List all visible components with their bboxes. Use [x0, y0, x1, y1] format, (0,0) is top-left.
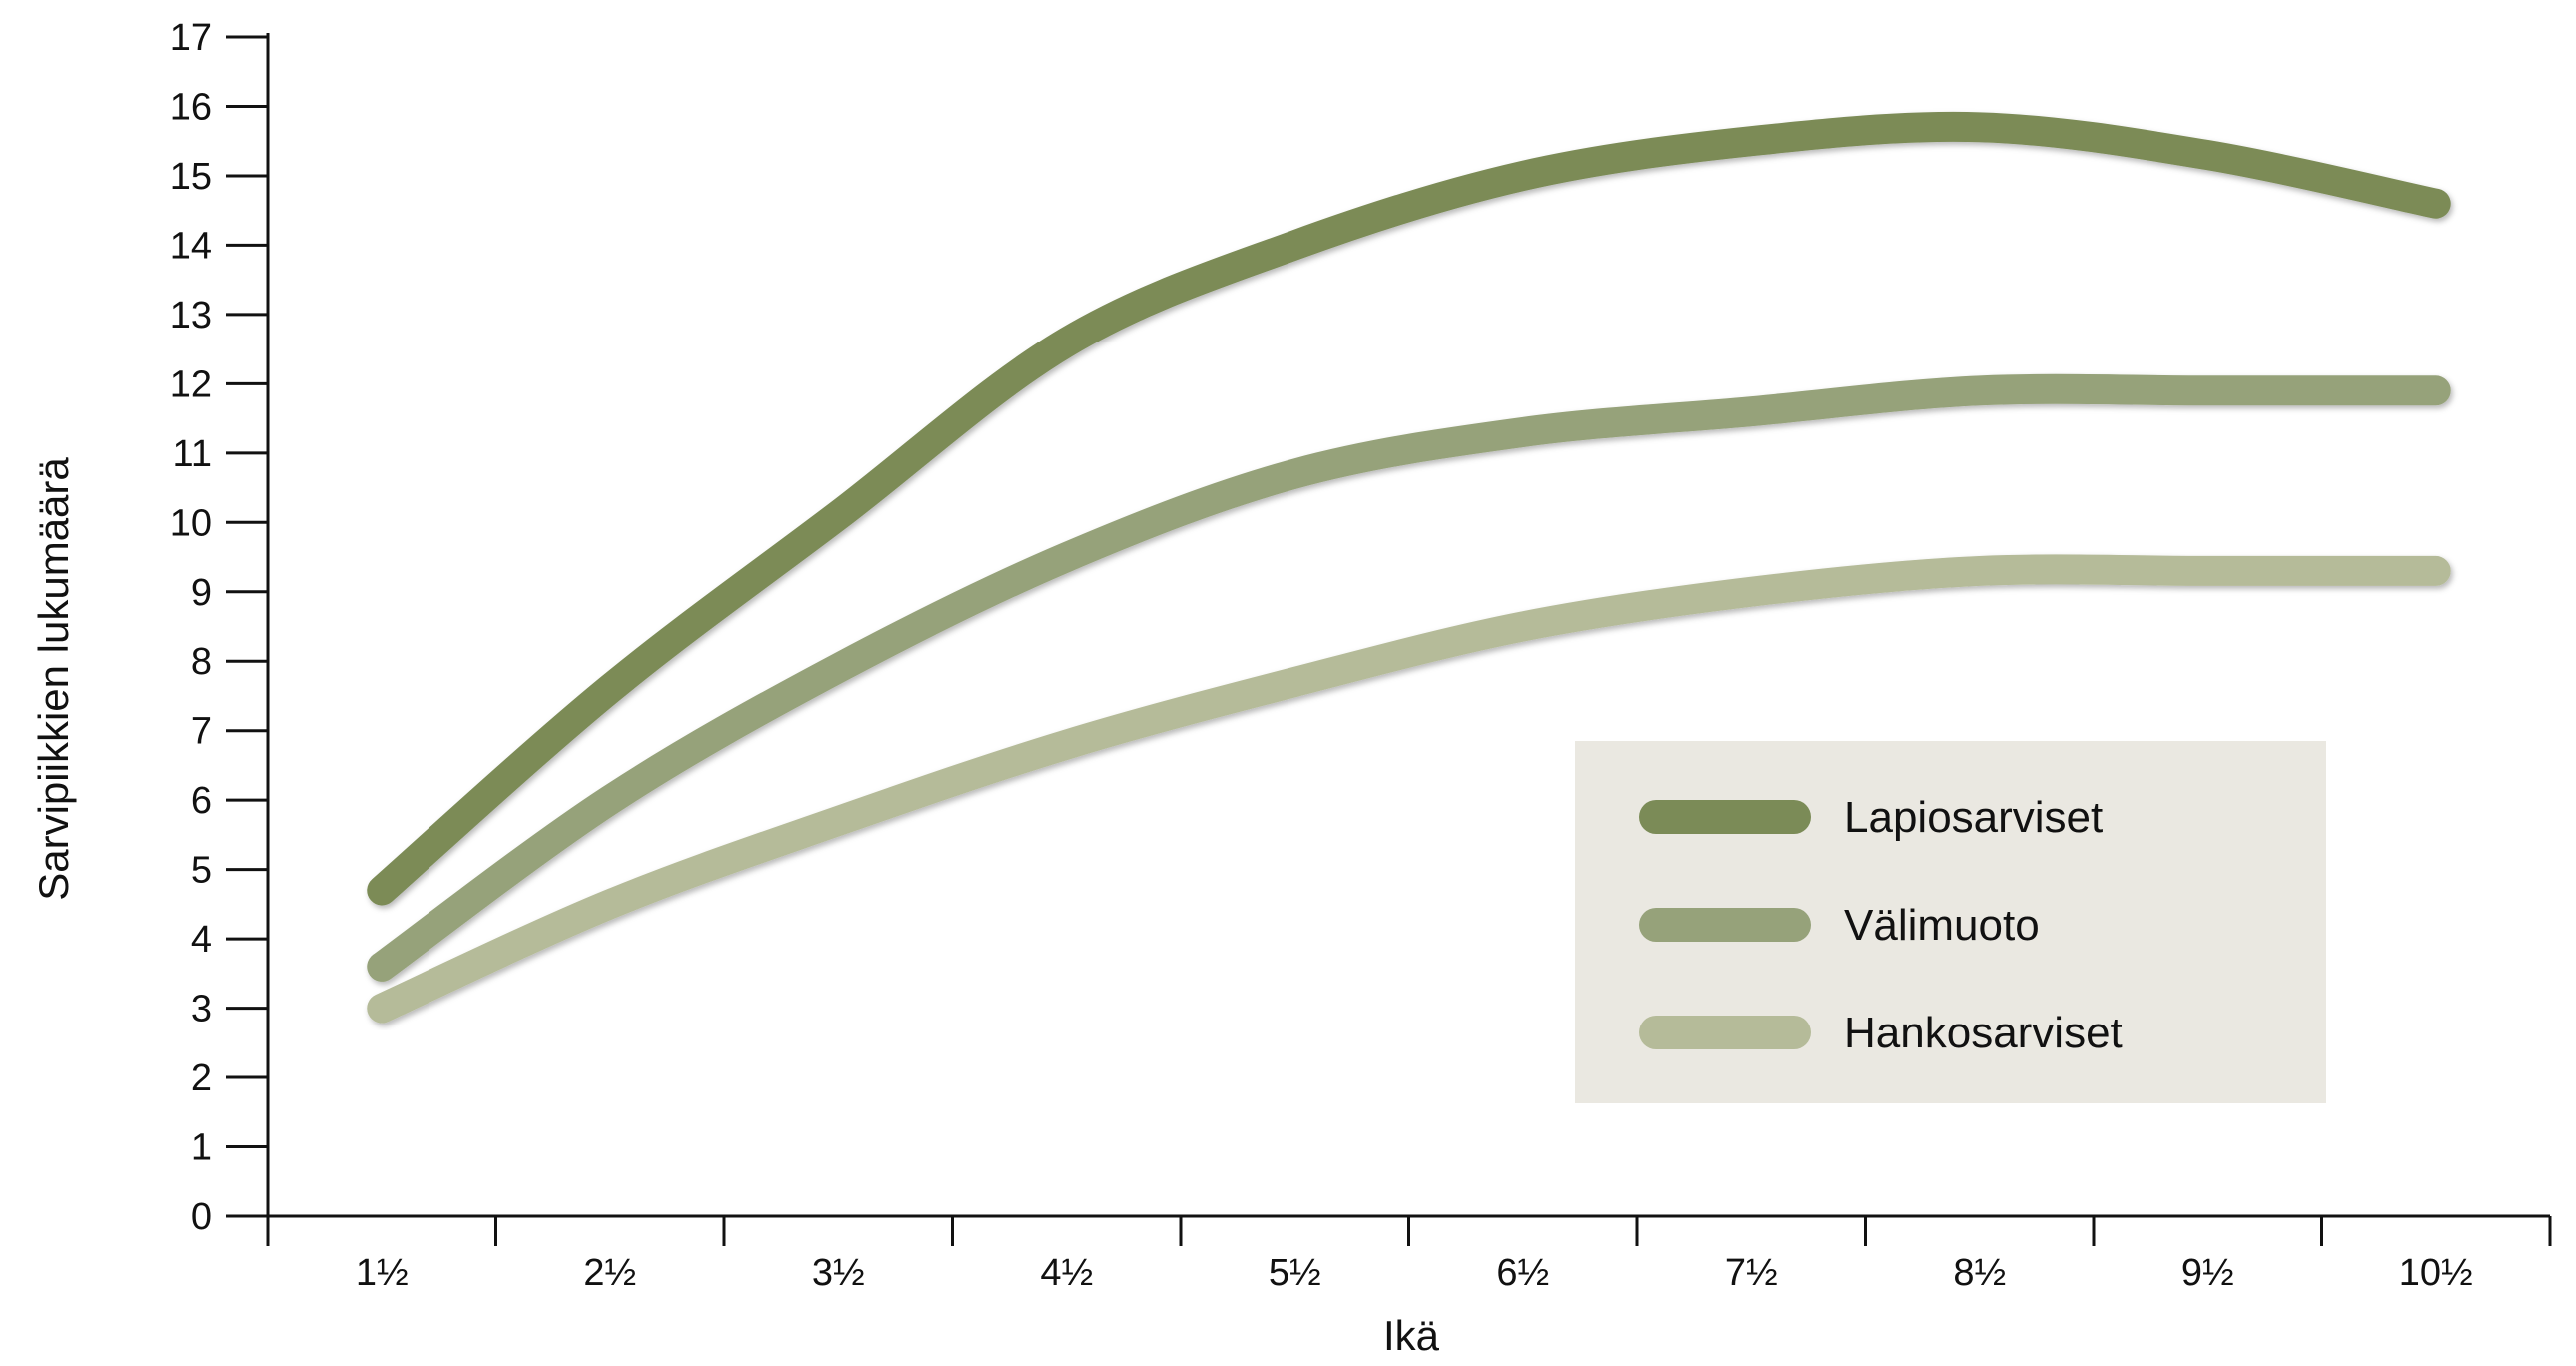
legend-item: Välimuoto	[1639, 901, 2040, 950]
legend-label: Lapiosarviset	[1844, 793, 2103, 842]
series-line	[367, 554, 2451, 1024]
x-tick-label: 8½	[1953, 1252, 2006, 1294]
x-tick-label: 10½	[2399, 1252, 2473, 1294]
x-tick-label: 6½	[1496, 1252, 1549, 1294]
series-point	[1979, 389, 1981, 391]
series-point	[1522, 431, 1524, 433]
series-point	[2206, 389, 2208, 391]
x-axis-title: Ikä	[1383, 1312, 1440, 1359]
legend-item: Lapiosarviset	[1639, 793, 2103, 842]
series-point	[609, 903, 611, 905]
legend-label: Välimuoto	[1844, 901, 2040, 950]
legend: Lapiosarviset Välimuoto Hankosarviset	[1575, 741, 2326, 1103]
x-tick-label: 2½	[583, 1252, 636, 1294]
y-tick-label: 4	[191, 919, 212, 961]
legend-label: Hankosarviset	[1844, 1009, 2123, 1057]
x-tick-label: 4½	[1040, 1252, 1093, 1294]
series-point	[837, 820, 839, 822]
x-tick-label: 9½	[2181, 1252, 2234, 1294]
series-line	[367, 111, 2451, 906]
series-point	[2435, 389, 2437, 391]
series-point	[1066, 556, 1068, 558]
y-tick-label: 15	[170, 156, 212, 198]
y-tick-label: 12	[170, 363, 212, 405]
y-axis-title: Sarvipiikkien lukumäärä	[30, 457, 77, 901]
series-point	[1522, 175, 1524, 177]
y-tick-label: 3	[191, 989, 212, 1030]
y-tick-label: 13	[170, 295, 212, 337]
y-tick-label: 8	[191, 641, 212, 683]
series-line	[367, 373, 2451, 982]
series-2	[367, 373, 2451, 982]
series-point	[2435, 570, 2437, 572]
series-layer	[367, 111, 2451, 1024]
x-tick-label: 3½	[812, 1252, 865, 1294]
series-point	[381, 1008, 383, 1010]
series-point	[837, 667, 839, 669]
y-tick-label: 2	[191, 1057, 212, 1099]
series-point	[1979, 126, 1981, 128]
series-point	[837, 514, 839, 516]
y-tick-label: 9	[191, 572, 212, 614]
series-point	[609, 799, 611, 801]
x-tick-label: 1½	[356, 1252, 409, 1294]
series-point	[381, 966, 383, 968]
y-tick-label: 6	[191, 780, 212, 822]
series-point	[1979, 570, 1981, 572]
y-tick-label: 16	[170, 86, 212, 128]
series-3	[367, 554, 2451, 1024]
series-point	[2206, 154, 2208, 156]
series-point	[1293, 473, 1295, 475]
series-1	[367, 111, 2451, 906]
x-tick-label: 7½	[1725, 1252, 1778, 1294]
y-tick-label: 17	[170, 17, 212, 59]
legend-item: Hankosarviset	[1639, 1009, 2123, 1057]
series-point	[2435, 203, 2437, 205]
series-point	[1750, 591, 1752, 593]
y-tick-label: 14	[170, 225, 212, 267]
y-tick-label: 7	[191, 711, 212, 753]
series-point	[609, 688, 611, 690]
y-tick-label: 11	[173, 433, 212, 475]
y-tick-label: 0	[191, 1196, 212, 1238]
series-point	[1522, 626, 1524, 627]
series-point	[1066, 744, 1068, 746]
y-tick-label: 10	[170, 502, 212, 544]
series-point	[1293, 244, 1295, 246]
series-point	[1750, 140, 1752, 142]
series-point	[381, 889, 383, 891]
x-axis: 1½ 2½ 3½ 4½ 5½ 6½ 7½ 8½ 9½ 10½	[266, 1214, 2552, 1294]
series-point	[1293, 681, 1295, 683]
series-point	[2206, 570, 2208, 572]
x-tick-label: 5½	[1269, 1252, 1321, 1294]
y-tick-label: 5	[191, 850, 212, 892]
series-point	[1750, 410, 1752, 412]
y-tick-label: 1	[191, 1127, 212, 1169]
